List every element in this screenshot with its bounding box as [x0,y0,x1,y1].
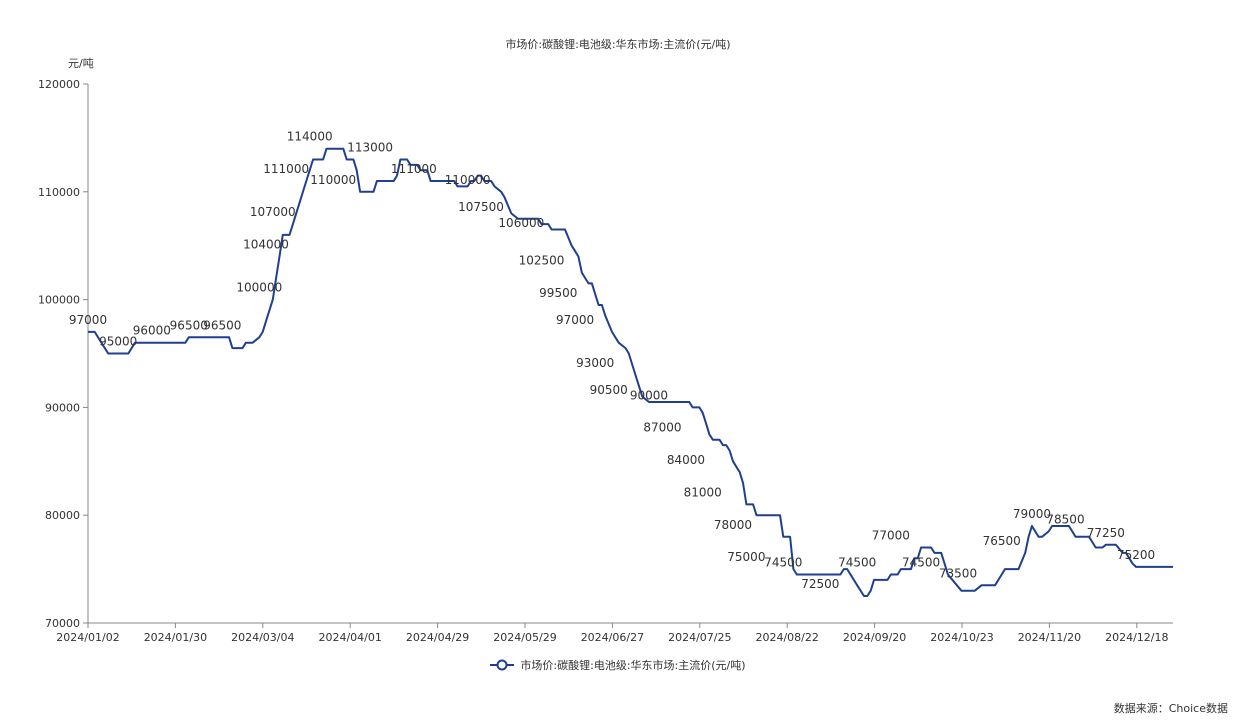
data-label: 74500 [838,555,876,569]
data-label: 72500 [801,577,839,591]
data-label: 97000 [556,313,594,327]
chart-title: 市场价:碳酸锂:电池级:华东市场:主流价(元/吨) [505,38,731,51]
y-tick-label: 80000 [45,509,80,522]
x-tick-label: 2024/04/01 [318,631,381,644]
data-label: 81000 [684,485,722,499]
x-tick-label: 2024/01/30 [144,631,207,644]
x-tick-label: 2024/11/20 [1018,631,1081,644]
legend-item[interactable]: 市场价:碳酸锂:电池级:华东市场:主流价(元/吨) [490,657,746,673]
data-label: 111000 [391,162,437,176]
data-label: 73500 [939,566,977,580]
x-tick-label: 2024/04/29 [406,631,469,644]
data-label: 77250 [1087,526,1125,540]
data-label: 114000 [287,130,333,144]
data-label: 87000 [643,421,681,435]
legend[interactable]: 市场价:碳酸锂:电池级:华东市场:主流价(元/吨) [0,657,1236,674]
data-label: 102500 [519,254,565,268]
data-label: 104000 [243,237,289,251]
data-label: 113000 [347,140,393,154]
data-label: 96000 [133,324,171,338]
data-label: 90000 [630,388,668,402]
x-tick-label: 2024/10/23 [930,631,993,644]
data-label: 78500 [1046,512,1084,526]
data-label: 106000 [498,216,544,230]
x-axis: 2024/01/02 2024/01/30 2024/03/04 2024/04/01… [56,622,1173,644]
data-source: 数据来源：Choice数据 [1113,702,1228,715]
y-tick-label: 70000 [45,617,80,630]
y-tick-label: 100000 [38,294,80,307]
data-label: 99500 [539,286,577,300]
data-label: 75000 [727,550,765,564]
x-tick-label: 2024/12/18 [1105,631,1168,644]
data-label: 93000 [576,356,614,370]
x-tick-label: 2024/06/27 [581,631,644,644]
data-label: 74500 [764,555,802,569]
data-label: 74500 [902,555,940,569]
x-tick-label: 2024/03/04 [231,631,294,644]
x-tick-label: 2024/08/22 [755,631,818,644]
data-label: 78000 [714,518,752,532]
data-label: 95000 [99,335,137,349]
data-label: 76500 [983,534,1021,548]
data-label: 75200 [1117,548,1155,562]
series-line [88,147,1173,597]
y-tick-label: 110000 [38,186,80,199]
data-label: 97000 [69,313,107,327]
data-label: 110000 [310,173,356,187]
x-tick-label: 2024/09/20 [843,631,906,644]
series-group [88,147,1173,597]
legend-label: 市场价:碳酸锂:电池级:华东市场:主流价(元/吨) [520,659,746,672]
data-label: 100000 [236,281,282,295]
data-label: 84000 [667,453,705,467]
data-label: 110000 [445,173,491,187]
data-label: 90500 [590,383,628,397]
x-tick-label: 2024/07/25 [668,631,731,644]
data-label: 77000 [872,529,910,543]
data-label: 107500 [458,200,504,214]
legend-line-circle-icon [490,659,515,671]
y-axis: 70000 80000 90000 100000 110000 120000 [38,78,89,630]
x-tick-label: 2024/01/02 [56,631,119,644]
y-tick-label: 120000 [38,78,80,91]
data-label: 96500 [203,318,241,332]
data-label: 79000 [1013,507,1051,521]
data-label: 107000 [250,205,296,219]
y-axis-label: 元/吨 [68,57,94,70]
data-label: 111000 [263,162,309,176]
x-tick-label: 2024/05/29 [493,631,556,644]
data-labels: 9700095000960009650096500100000104000107… [69,130,1155,591]
data-label: 96500 [170,318,208,332]
y-tick-label: 90000 [45,401,80,414]
